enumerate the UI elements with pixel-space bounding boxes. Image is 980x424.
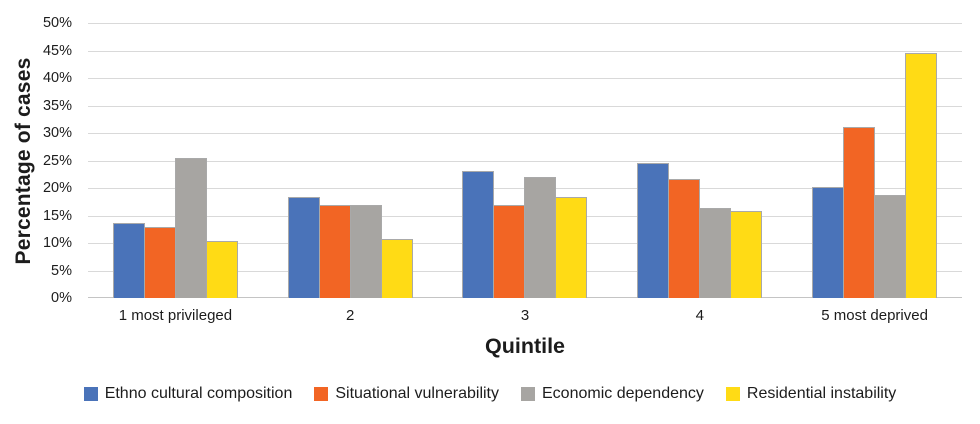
bar-situational-vulnerability-3 (493, 205, 526, 298)
bar-economic-dependency-3 (524, 177, 557, 298)
legend: Ethno cultural composition Situational vu… (0, 385, 980, 403)
y-axis-tick-labels: 0% 5% 10% 15% 20% 25% 30% 35% 40% 45% 50% (0, 15, 78, 306)
legend-label-ethno-cultural-composition: Ethno cultural composition (104, 385, 293, 402)
bar-ethno-cultural-composition-1-most-privileged (112, 223, 145, 298)
legend-item-ethno-cultural-composition: Ethno cultural composition (83, 385, 293, 403)
gridline-25 (88, 160, 962, 162)
y-tick-label-45: 45% (42, 42, 72, 59)
legend-item-economic-dependency: Economic dependency (521, 385, 704, 403)
bar-economic-dependency-4 (699, 208, 732, 298)
bar-economic-dependency-5-most-deprived (874, 194, 907, 298)
bar-residential-instability-5-most-deprived (905, 53, 938, 298)
bar-situational-vulnerability-4 (668, 178, 701, 298)
y-tick-label-35: 35% (42, 97, 72, 114)
bar-residential-instability-4 (730, 210, 763, 298)
plot-area (88, 23, 962, 298)
legend-swatch-situational-vulnerability (314, 387, 329, 401)
bar-residential-instability-3 (555, 196, 588, 298)
bar-situational-vulnerability-5-most-deprived (843, 126, 876, 298)
y-tick-label-25: 25% (42, 152, 72, 169)
legend-label-economic-dependency: Economic dependency (542, 385, 704, 402)
y-tick-label-15: 15% (42, 207, 72, 224)
x-tick-label-5-most-deprived: 5 most deprived (821, 307, 928, 324)
bar-ethno-cultural-composition-4 (637, 163, 670, 298)
x-axis-title: Quintile (484, 334, 566, 358)
bar-group-3 (438, 23, 613, 298)
bar-economic-dependency-1-most-privileged (174, 157, 207, 298)
legend-item-situational-vulnerability: Situational vulnerability (314, 385, 499, 403)
bar-ethno-cultural-composition-3 (462, 170, 495, 298)
legend-swatch-residential-instability (725, 387, 740, 401)
bar-group-1-most-privileged (88, 23, 263, 298)
gridline-40 (88, 78, 962, 79)
bar-ethno-cultural-composition-5-most-deprived (812, 186, 845, 298)
y-tick-label-30: 30% (42, 125, 72, 141)
legend-label-residential-instability: Residential instability (746, 385, 897, 402)
x-tick-label-4: 4 (695, 307, 704, 324)
gridline-45 (88, 50, 962, 52)
bar-residential-instability-1-most-privileged (205, 241, 238, 298)
x-axis-category-labels: 1 most privileged 2 3 4 5 most deprived (88, 307, 962, 324)
gridline-50 (88, 23, 962, 24)
bar-situational-vulnerability-2 (318, 204, 351, 298)
bar-group-4 (612, 23, 787, 298)
bar-economic-dependency-2 (349, 204, 382, 298)
gridline-35 (88, 105, 962, 107)
y-tick-label-40: 40% (42, 70, 72, 86)
bar-groups (88, 23, 962, 298)
y-tick-label-5: 5% (51, 262, 72, 279)
bar-ethno-cultural-composition-2 (287, 197, 320, 298)
x-tick-label-3: 3 (520, 307, 530, 324)
y-tick-label-20: 20% (42, 180, 72, 196)
legend-label-situational-vulnerability: Situational vulnerability (335, 385, 499, 402)
y-tick-label-50: 50% (42, 15, 72, 31)
bar-group-2 (263, 23, 438, 298)
bar-residential-instability-2 (380, 238, 413, 298)
bar-group-5-most-deprived (787, 23, 962, 298)
y-tick-label-0: 0% (51, 290, 72, 306)
y-tick-label-10: 10% (42, 235, 72, 251)
gridline-30 (88, 133, 962, 134)
bar-situational-vulnerability-1-most-privileged (143, 226, 176, 298)
x-tick-label-2: 2 (346, 307, 355, 324)
x-tick-label-1-most-privileged: 1 most privileged (118, 307, 233, 324)
legend-swatch-economic-dependency (521, 387, 535, 401)
legend-swatch-ethno-cultural-composition (83, 387, 98, 401)
legend-item-residential-instability: Residential instability (725, 385, 897, 403)
